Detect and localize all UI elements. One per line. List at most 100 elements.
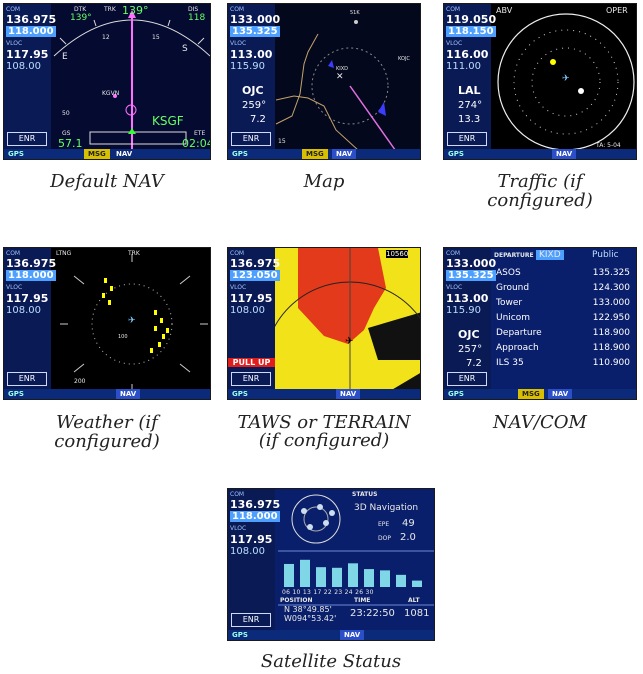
nav-arc-graphic xyxy=(53,10,210,154)
navcom-row-name[interactable]: Tower xyxy=(496,298,523,308)
epe-value: 49 xyxy=(402,518,415,529)
waypoint-51k: 51K xyxy=(350,10,360,16)
terrain-altitude: 10560 xyxy=(386,250,409,258)
status-bar: GPS xyxy=(444,149,636,159)
com-active: 136.975 xyxy=(6,13,57,26)
nav-annunciator: NAV xyxy=(336,389,361,399)
navcom-header: DEPARTURE xyxy=(494,252,534,259)
navcom-row-name[interactable]: ILS 35 xyxy=(496,358,524,368)
com-tag: COM xyxy=(446,6,461,13)
dtk-label: DTK xyxy=(74,6,87,13)
gps-annunciator: GPS xyxy=(232,631,248,639)
pull-up-alert: PULL UP xyxy=(228,358,275,367)
enr-annunciator: ENR xyxy=(7,132,47,146)
weather-screenshot: COM 136.975 118.000 VLOC 117.95 108.00 E… xyxy=(3,247,211,400)
alt-label: ALT xyxy=(408,597,420,604)
enr-annunciator: ENR xyxy=(231,132,271,146)
signal-bar xyxy=(300,559,310,587)
trk-label: TRK xyxy=(128,250,140,257)
default-nav-screenshot: COM 136.975 118.000 VLOC 117.95 108.00 E… xyxy=(3,3,211,160)
signal-bar xyxy=(332,567,342,587)
com-standby: 118.150 xyxy=(446,26,496,37)
tick-15: 15 xyxy=(152,34,160,41)
navcom-row-frequency[interactable]: 124.300 xyxy=(592,283,630,293)
dop-label: DOP xyxy=(378,535,391,542)
latitude: N 38°49.85' xyxy=(284,605,332,614)
wpt-small: KGVN xyxy=(102,90,120,97)
enr-annunciator: ENR xyxy=(447,372,487,386)
trk-label: TRK xyxy=(104,6,116,13)
vloc-tag: VLOC xyxy=(230,525,247,532)
airport-kojc: KOJC xyxy=(398,56,410,62)
vor-id: OJC xyxy=(458,328,480,341)
com-active: 133.000 xyxy=(446,257,497,270)
com-tag: COM xyxy=(6,250,21,257)
vloc-standby: 115.90 xyxy=(446,305,481,316)
navcom-row-frequency[interactable]: 118.900 xyxy=(592,328,630,338)
taws-screenshot: COM 136.975 123.050 VLOC 117.95 108.00 P… xyxy=(227,247,421,400)
navcom-row-frequency[interactable]: 122.950 xyxy=(592,313,630,323)
enr-annunciator: ENR xyxy=(7,372,47,386)
navcom-row-name[interactable]: Ground xyxy=(496,283,530,293)
gps-annunciator: GPS xyxy=(232,150,248,158)
navcom-row-frequency[interactable]: 110.900 xyxy=(592,358,630,368)
aircraft-icon: ✕ xyxy=(336,72,344,82)
map-screenshot: COM 133.000 135.325 VLOC 113.00 115.90 O… xyxy=(227,3,421,160)
enr-annunciator: ENR xyxy=(447,132,487,146)
nav-annunciator: NAV xyxy=(116,150,133,158)
left-panel: COM 136.975 118.000 VLOC 117.95 108.00 E… xyxy=(228,489,280,640)
com-tag: COM xyxy=(446,250,461,257)
dis-label: DIS xyxy=(188,6,199,13)
navcom-row-name[interactable]: Departure xyxy=(496,328,542,338)
com-active: 119.050 xyxy=(446,13,497,26)
navcom-usage: Public xyxy=(592,250,619,260)
scale-label: 50 xyxy=(62,110,70,117)
signal-bar xyxy=(316,567,326,587)
com-active: 133.000 xyxy=(230,13,281,26)
caption-navcom: NAV/COM xyxy=(493,412,587,433)
left-panel: COM 136.975 123.050 VLOC 117.95 108.00 P… xyxy=(228,248,280,399)
navcom-row-name[interactable]: Unicom xyxy=(496,313,531,323)
com-standby: 118.000 xyxy=(6,26,56,37)
com-tag: COM xyxy=(230,250,245,257)
time-label: TIME xyxy=(354,597,371,604)
navcom-row-frequency[interactable]: 118.900 xyxy=(592,343,630,353)
left-panel: COM 133.000 135.325 VLOC 113.00 115.90 O… xyxy=(228,4,280,159)
rad-value: 274° xyxy=(458,100,483,111)
navcom-row-frequency[interactable]: 133.000 xyxy=(592,298,630,308)
vloc-active: 117.95 xyxy=(6,292,49,305)
navcom-row-frequency[interactable]: 135.325 xyxy=(592,268,630,278)
navcom-screenshot: COM 133.000 135.325 VLOC 113.00 115.90 O… xyxy=(443,247,637,400)
dop-value: 2.0 xyxy=(400,532,416,543)
com-standby: 135.325 xyxy=(230,26,280,37)
nav-annunciator: NAV xyxy=(548,389,573,399)
vloc-standby: 108.00 xyxy=(6,61,41,72)
vloc-standby: 111.00 xyxy=(446,61,481,72)
weather-rings xyxy=(60,254,208,394)
com-standby: 118.000 xyxy=(6,270,56,281)
navcom-row-name[interactable]: Approach xyxy=(496,343,539,353)
navcom-airport: KIXD xyxy=(536,250,564,260)
vloc-tag: VLOC xyxy=(230,284,247,291)
signal-bar xyxy=(412,580,422,587)
signal-bar xyxy=(348,563,358,587)
rad-value: 259° xyxy=(242,100,267,111)
msg-annunciator: MSG xyxy=(518,389,544,399)
gps-annunciator: GPS xyxy=(232,390,248,398)
vor-id: LAL xyxy=(458,84,481,97)
com-standby: 135.325 xyxy=(446,270,496,281)
status-bar: GPS xyxy=(228,630,434,640)
vloc-tag: VLOC xyxy=(446,284,463,291)
range-inner: 100 xyxy=(118,334,128,340)
vloc-tag: VLOC xyxy=(6,284,23,291)
vloc-active: 117.95 xyxy=(230,533,273,546)
navcom-row-name[interactable]: ASOS xyxy=(496,268,521,278)
gps-annunciator: GPS xyxy=(448,390,464,398)
ete-label: ETE xyxy=(194,130,206,137)
airport-kixd: KIXD xyxy=(336,66,349,72)
signal-bar xyxy=(284,563,294,587)
status-label: STATUS xyxy=(352,491,378,498)
nav-annunciator: NAV xyxy=(340,630,365,640)
dis-value: 7.2 xyxy=(250,114,266,125)
traffic-target-ta xyxy=(550,59,556,65)
